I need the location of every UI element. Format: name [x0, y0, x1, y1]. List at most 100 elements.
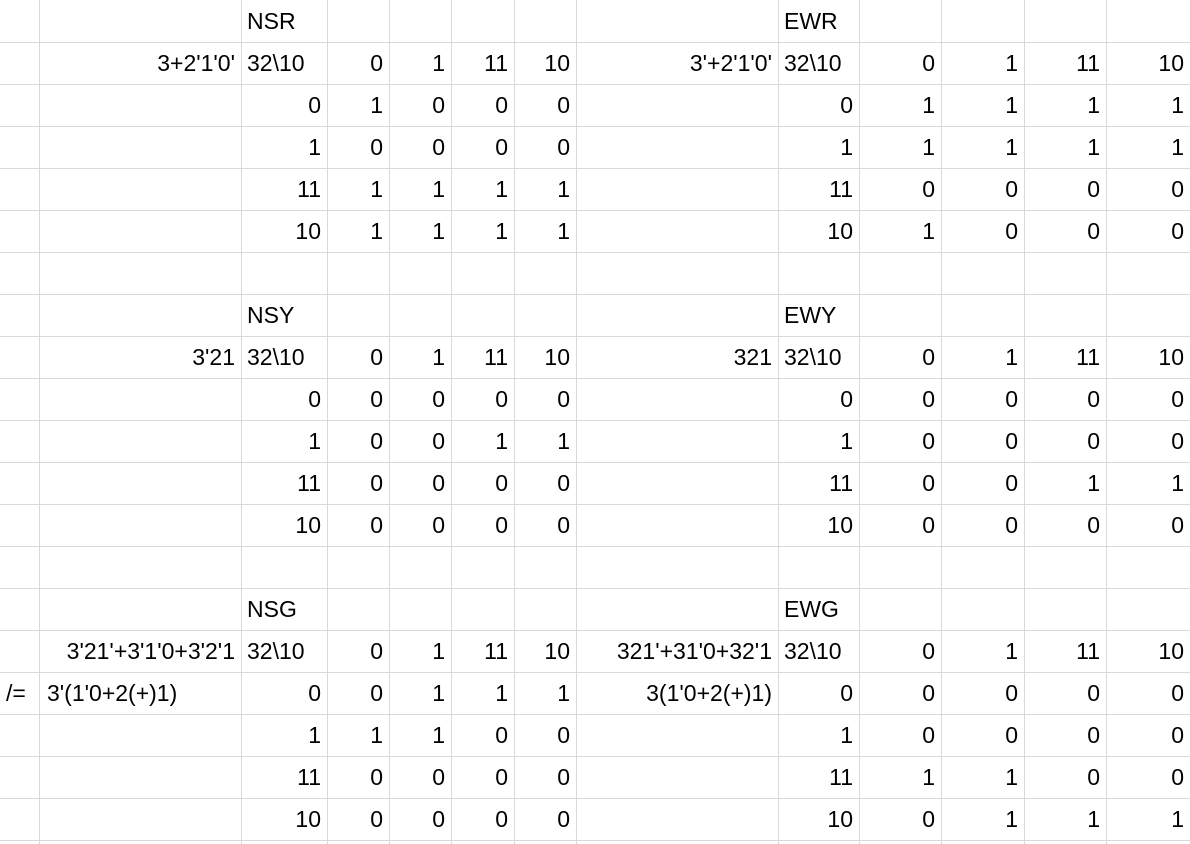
value-cell[interactable]: 0 [922, 679, 935, 706]
value-cell[interactable]: 0 [1087, 679, 1100, 706]
value-cell[interactable]: 0 [1171, 763, 1184, 790]
column-header[interactable]: 11 [484, 637, 508, 664]
value-cell[interactable]: 0 [1087, 763, 1100, 790]
table-title[interactable]: NSR [247, 7, 296, 34]
value-cell[interactable]: 1 [1171, 91, 1184, 118]
row-header[interactable]: 0 [308, 679, 321, 706]
column-header[interactable]: 1 [432, 637, 445, 664]
row-header[interactable]: 0 [840, 91, 853, 118]
value-cell[interactable]: 0 [1005, 511, 1018, 538]
boolean-expression[interactable]: 3+2'1'0' [157, 49, 235, 76]
value-cell[interactable]: 1 [432, 721, 445, 748]
column-header[interactable]: 0 [370, 343, 383, 370]
value-cell[interactable]: 1 [1171, 133, 1184, 160]
value-cell[interactable]: 0 [1171, 385, 1184, 412]
boolean-expression[interactable]: 321 [733, 343, 772, 370]
boolean-expression[interactable]: 3'21'+3'1'0+3'2'1 [66, 637, 235, 664]
value-cell[interactable]: 1 [557, 427, 570, 454]
value-cell[interactable]: 0 [432, 427, 445, 454]
value-cell[interactable]: 1 [557, 175, 570, 202]
value-cell[interactable]: 0 [495, 469, 508, 496]
column-header[interactable]: 1 [1005, 637, 1018, 664]
value-cell[interactable]: 1 [370, 175, 383, 202]
value-cell[interactable]: 0 [557, 469, 570, 496]
row-header[interactable]: 1 [840, 721, 853, 748]
corner-header[interactable]: 32\10 [784, 343, 842, 370]
row-header[interactable]: 10 [295, 511, 321, 538]
value-cell[interactable]: 1 [495, 679, 508, 706]
row-header[interactable]: 10 [295, 217, 321, 244]
value-cell[interactable]: 1 [370, 217, 383, 244]
value-cell[interactable]: 0 [1171, 721, 1184, 748]
column-header[interactable]: 1 [432, 49, 445, 76]
row-header[interactable]: 10 [827, 805, 853, 832]
table-title[interactable]: NSY [247, 301, 295, 328]
boolean-expression[interactable]: 3'21 [192, 343, 235, 370]
table-title[interactable]: NSG [247, 595, 297, 622]
value-cell[interactable]: 1 [495, 175, 508, 202]
corner-header[interactable]: 32\10 [784, 49, 842, 76]
corner-header[interactable]: 32\10 [784, 637, 842, 664]
value-cell[interactable]: 0 [432, 763, 445, 790]
boolean-expression[interactable]: 321'+31'0+32'1 [616, 637, 772, 664]
value-cell[interactable]: 0 [557, 511, 570, 538]
value-cell[interactable]: 1 [495, 217, 508, 244]
corner-header[interactable]: 32\10 [247, 637, 305, 664]
value-cell[interactable]: 0 [432, 511, 445, 538]
row-header[interactable]: 11 [297, 763, 321, 790]
value-cell[interactable]: 0 [557, 91, 570, 118]
value-cell[interactable]: 0 [1171, 679, 1184, 706]
value-cell[interactable]: 0 [557, 133, 570, 160]
column-header[interactable]: 10 [1158, 343, 1184, 370]
value-cell[interactable]: 1 [370, 91, 383, 118]
value-cell[interactable]: 1 [1005, 91, 1018, 118]
value-cell[interactable]: 0 [1005, 385, 1018, 412]
column-header[interactable]: 11 [484, 49, 508, 76]
row-header[interactable]: 10 [295, 805, 321, 832]
column-header[interactable]: 0 [922, 343, 935, 370]
value-cell[interactable]: 0 [370, 133, 383, 160]
value-cell[interactable]: 1 [922, 217, 935, 244]
row-header[interactable]: 0 [840, 385, 853, 412]
value-cell[interactable]: 0 [1087, 511, 1100, 538]
value-cell[interactable]: 0 [922, 427, 935, 454]
column-header[interactable]: 10 [1158, 49, 1184, 76]
row-header[interactable]: 1 [308, 133, 321, 160]
value-cell[interactable]: 0 [1005, 469, 1018, 496]
value-cell[interactable]: 1 [432, 175, 445, 202]
value-cell[interactable]: 0 [432, 805, 445, 832]
corner-header[interactable]: 32\10 [247, 49, 305, 76]
value-cell[interactable]: 0 [1087, 721, 1100, 748]
table-title[interactable]: EWY [784, 301, 837, 328]
column-header[interactable]: 11 [484, 343, 508, 370]
column-header[interactable]: 1 [432, 343, 445, 370]
boolean-expression[interactable]: 3'(1'0+2(+)1) [47, 679, 178, 706]
column-header[interactable]: 0 [922, 637, 935, 664]
boolean-expression[interactable]: 3(1'0+2(+)1) [646, 679, 772, 706]
value-cell[interactable]: 0 [1171, 175, 1184, 202]
value-cell[interactable]: 0 [1087, 385, 1100, 412]
value-cell[interactable]: 0 [922, 721, 935, 748]
value-cell[interactable]: 0 [922, 511, 935, 538]
value-cell[interactable]: 1 [557, 679, 570, 706]
value-cell[interactable]: 1 [1087, 469, 1100, 496]
value-cell[interactable]: 0 [557, 805, 570, 832]
value-cell[interactable]: 0 [495, 805, 508, 832]
value-cell[interactable]: 1 [495, 427, 508, 454]
row-header[interactable]: 1 [840, 427, 853, 454]
value-cell[interactable]: 0 [370, 511, 383, 538]
value-cell[interactable]: 0 [1087, 217, 1100, 244]
value-cell[interactable]: 0 [557, 385, 570, 412]
value-cell[interactable]: 0 [370, 385, 383, 412]
row-header[interactable]: 0 [308, 385, 321, 412]
column-header[interactable]: 10 [544, 49, 570, 76]
column-header[interactable]: 11 [1076, 637, 1100, 664]
column-header[interactable]: 0 [370, 637, 383, 664]
value-cell[interactable]: 0 [495, 763, 508, 790]
value-cell[interactable]: 1 [1171, 805, 1184, 832]
note-cell[interactable]: /= [6, 679, 26, 706]
row-header[interactable]: 1 [840, 133, 853, 160]
value-cell[interactable]: 0 [370, 427, 383, 454]
value-cell[interactable]: 0 [922, 385, 935, 412]
column-header[interactable]: 1 [1005, 49, 1018, 76]
